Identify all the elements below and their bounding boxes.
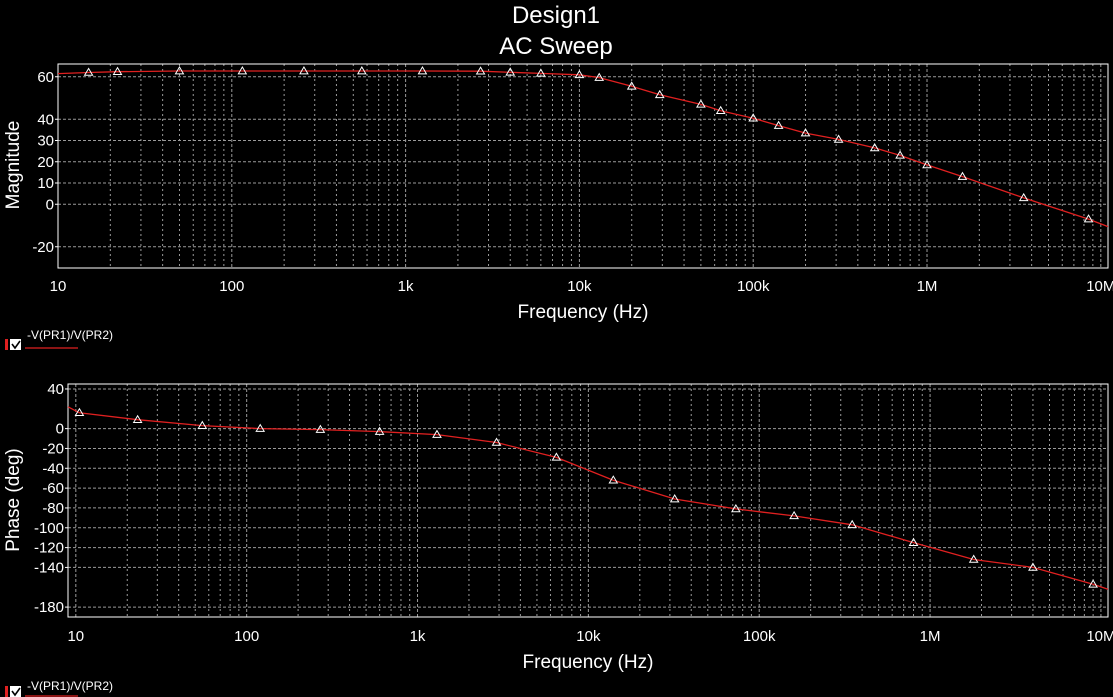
y-tick-label: 20 [37, 154, 54, 171]
data-point-marker [922, 159, 932, 169]
y-tick-label: 40 [37, 111, 54, 128]
plot-frame [67, 383, 1109, 618]
y-tick-label: -180 [34, 599, 64, 616]
y-tick-label: -140 [34, 559, 64, 576]
data-point-marker [800, 128, 811, 137]
data-point-marker [299, 66, 309, 75]
y-tick-label: 10 [37, 175, 54, 192]
y-tick-label: 0 [46, 196, 54, 213]
phase-legend[interactable]: -V(PR1)/V(PR2) [5, 679, 113, 697]
x-tick-label: 100 [219, 278, 244, 295]
data-point-marker [833, 134, 844, 143]
phase-plot: -180 -140 -120 -100 -80 -60 -40 -20 0 40 10 100 1k 10… [34, 381, 1113, 645]
x-tick-label: 10M [1086, 278, 1113, 295]
x-tick-label: 100k [743, 628, 776, 645]
data-point-marker [551, 452, 562, 461]
x-tick-label: 1k [410, 628, 426, 645]
y-tick-label: -20 [32, 239, 54, 256]
data-point-marker [869, 142, 880, 152]
legend-checkbox[interactable] [10, 686, 21, 697]
chart-subtitle: AC Sweep [499, 33, 612, 60]
data-point-marker [132, 414, 143, 423]
data-point-marker [315, 424, 326, 433]
x-tick-label: 100 [234, 628, 259, 645]
y-tick-label: 0 [56, 421, 64, 438]
data-point-marker [968, 554, 979, 563]
magnitude-legend[interactable]: -V(PR1)/V(PR2) [5, 328, 113, 350]
data-point-marker [174, 66, 185, 75]
x-tick-label: 10 [50, 278, 67, 295]
data-point-marker [237, 66, 248, 75]
data-point-marker [574, 69, 585, 79]
series-line [67, 406, 1109, 590]
data-point-marker [594, 72, 605, 81]
check-icon [11, 340, 21, 350]
data-point-marker [74, 407, 85, 417]
x-tick-label: 10M [1086, 628, 1113, 645]
data-point-marker [417, 66, 428, 75]
x-tick-label: 10k [576, 628, 601, 645]
y-tick-label: -100 [34, 520, 64, 537]
magnitude-plot: -20 0 10 20 30 40 60 10 100 1k 10k 100k 1M 10M [32, 63, 1113, 295]
data-point-marker [535, 68, 546, 77]
data-point-marker [847, 519, 858, 529]
data-point-marker [748, 113, 759, 122]
legend-label: -V(PR1)/V(PR2) [27, 679, 113, 693]
data-point-marker [432, 429, 442, 438]
magnitude-ylabel: Magnitude [3, 121, 24, 210]
data-point-marker [908, 537, 919, 546]
data-point-marker [505, 67, 516, 76]
phase-xlabel: Frequency (Hz) [523, 652, 654, 673]
data-point-marker [255, 423, 266, 432]
data-point-marker [356, 66, 367, 75]
y-tick-label: -20 [42, 440, 64, 457]
data-point-marker [654, 89, 665, 99]
data-point-marker [491, 437, 502, 446]
y-tick-label: 60 [37, 69, 54, 86]
data-point-marker [895, 150, 905, 159]
x-tick-label: 1k [398, 278, 414, 295]
phase-ylabel: Phase (deg) [3, 448, 24, 552]
y-tick-label: 40 [47, 381, 64, 398]
data-point-marker [475, 66, 486, 75]
data-point-marker [1083, 214, 1094, 223]
magnitude-xlabel: Frequency (Hz) [518, 302, 649, 323]
data-point-marker [197, 420, 208, 429]
data-point-marker [696, 99, 706, 108]
data-point-marker [730, 503, 741, 513]
y-tick-label: -120 [34, 540, 64, 557]
data-point-marker [1028, 562, 1038, 571]
data-point-marker [789, 510, 799, 520]
data-point-marker [626, 81, 637, 90]
check-icon [11, 687, 21, 697]
data-point-marker [715, 105, 726, 115]
data-point-marker [773, 120, 784, 129]
y-tick-label: -80 [42, 500, 64, 517]
data-point-marker [1088, 579, 1098, 588]
data-point-marker [83, 67, 94, 76]
legend-marker [5, 339, 8, 350]
legend-checkbox[interactable] [10, 339, 21, 350]
x-tick-label: 1M [920, 628, 941, 645]
plot-frame [57, 63, 1109, 269]
series-line [57, 70, 1109, 228]
y-tick-label: -60 [42, 480, 64, 497]
y-tick-label: 30 [37, 133, 54, 150]
x-tick-label: 1M [917, 278, 938, 295]
data-point-marker [669, 494, 680, 503]
x-tick-label: 100k [737, 278, 770, 295]
data-point-marker [112, 66, 123, 75]
data-point-marker [1018, 192, 1029, 202]
x-tick-label: 10k [567, 278, 592, 295]
legend-label: -V(PR1)/V(PR2) [27, 328, 113, 342]
data-point-marker [608, 475, 619, 484]
data-point-marker [957, 171, 968, 180]
data-point-marker [374, 426, 385, 435]
chart-title: Design1 [512, 2, 600, 29]
legend-marker [5, 686, 8, 697]
y-tick-label: -40 [42, 460, 64, 477]
x-tick-label: 10 [67, 628, 84, 645]
